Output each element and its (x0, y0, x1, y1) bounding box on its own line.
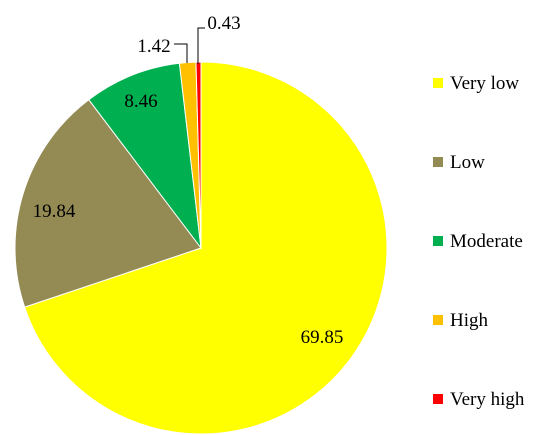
legend-label-moderate: Moderate (450, 231, 523, 252)
slice-moderate (88, 62, 202, 250)
legend-swatch-very-high (433, 394, 443, 404)
leader-line-very-high (197, 27, 205, 64)
legend: Very low Low Moderate High Very high (433, 73, 525, 410)
leader-line-high (174, 43, 188, 63)
leader-lines (174, 27, 205, 64)
pie-slices (14, 61, 388, 435)
data-label-very-low: 69.85 (301, 327, 344, 348)
legend-label-very-high: Very high (450, 389, 525, 410)
legend-label-low: Low (450, 152, 485, 173)
legend-label-high: High (450, 310, 489, 331)
data-labels: 69.85 19.84 8.46 1.42 0.43 (33, 13, 344, 348)
legend-swatch-very-low (433, 78, 443, 88)
legend-swatch-low (433, 157, 443, 167)
legend-swatch-high (433, 315, 443, 325)
legend-swatch-moderate (433, 236, 443, 246)
data-label-low: 19.84 (33, 201, 76, 222)
slice-low (14, 98, 202, 308)
data-label-very-high: 0.43 (207, 13, 240, 34)
slice-very-low (24, 61, 388, 435)
legend-label-very-low: Very low (450, 73, 519, 94)
data-label-high: 1.42 (137, 36, 170, 57)
data-label-moderate: 8.46 (124, 91, 157, 112)
